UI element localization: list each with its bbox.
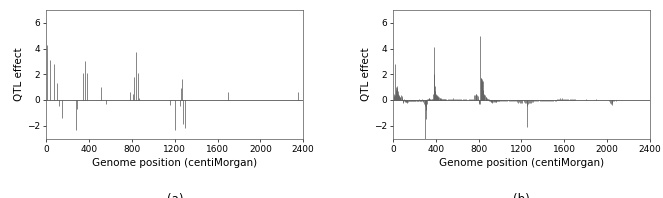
X-axis label: Genome position (centiMorgan): Genome position (centiMorgan) bbox=[439, 158, 604, 168]
Text: (a): (a) bbox=[166, 193, 183, 198]
Text: (b): (b) bbox=[513, 193, 530, 198]
Y-axis label: QTL effect: QTL effect bbox=[15, 48, 25, 101]
Y-axis label: QTL effect: QTL effect bbox=[361, 48, 371, 101]
X-axis label: Genome position (centiMorgan): Genome position (centiMorgan) bbox=[92, 158, 257, 168]
